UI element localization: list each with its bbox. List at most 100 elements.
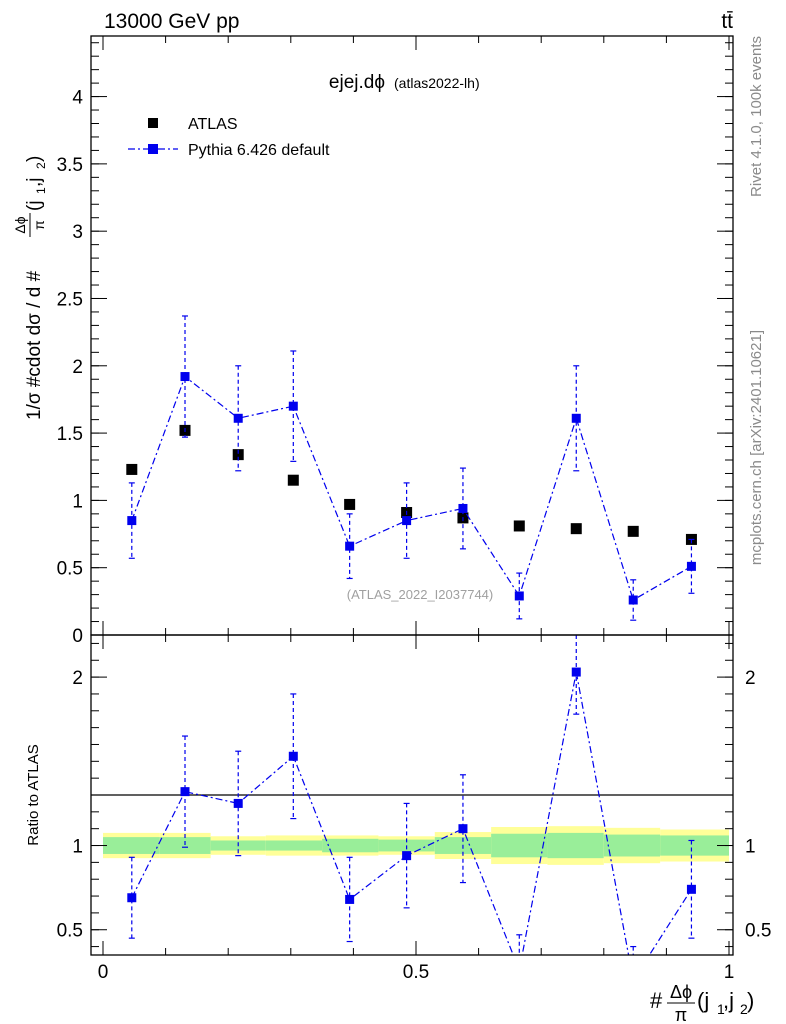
atlas-point [287, 474, 299, 486]
chart-title: ejej.dϕ [329, 72, 385, 93]
atlas-point [627, 525, 639, 537]
legend: ATLAS Pythia 6.426 default [128, 116, 330, 159]
band-green [547, 832, 604, 859]
pythia-point [180, 372, 190, 382]
xlabel-paren: (j [697, 988, 709, 1013]
pythia-ratio-point [402, 851, 412, 861]
band-green [159, 837, 211, 854]
pythia-ratio-point [686, 884, 696, 894]
ylabel-comma: ,j [24, 178, 45, 188]
y-tick-label: 1.5 [57, 424, 83, 445]
band-green [660, 835, 729, 856]
ratio-frame [90, 634, 734, 956]
legend-marker-pythia [148, 144, 158, 154]
atlas-point [232, 449, 244, 461]
mcplots-label: mcplots.cern.ch [arXiv:2401.10621] [748, 330, 765, 565]
pythia-ratio-point [458, 824, 468, 834]
rivet-label: Rivet 4.1.0, 100k events [748, 36, 765, 197]
ratio-tick-label-right: 0.5 [745, 921, 771, 942]
pythia-ratio-point [345, 894, 355, 904]
y-tick-label: 2.5 [57, 289, 83, 310]
pythia-point [686, 561, 696, 571]
legend-marker-atlas [148, 118, 158, 128]
legend-label-pythia: Pythia 6.426 default [188, 142, 330, 159]
xlabel-sub2: 2 [740, 1001, 748, 1017]
pythia-ratio-point [127, 893, 137, 903]
ratio-tick-label-left: 1 [72, 837, 83, 858]
xlabel-hash: # [650, 988, 663, 1013]
main-panel: 0 0.5 1 1.5 2 2.5 3 3.5 4 (ATLAS_2022_I2037744) [57, 35, 734, 647]
ratio-tick-label-right: 2 [745, 668, 756, 689]
pythia-point [345, 541, 355, 551]
xlabel-sub1: 1 [717, 1001, 725, 1017]
band-green [491, 833, 548, 858]
pythia-ratio-line [131, 671, 692, 955]
atlas-point [513, 520, 525, 532]
atlas-point [570, 523, 582, 535]
y-tick-label: 0.5 [57, 559, 83, 580]
legend-label-atlas: ATLAS [188, 116, 238, 133]
pythia-point [402, 516, 412, 526]
pythia-point [233, 413, 243, 423]
analysis-watermark: (ATLAS_2022_I2037744) [347, 587, 493, 602]
pythia-ratio-point [180, 787, 190, 797]
xlabel-comma: ,j [723, 988, 734, 1013]
ylabel-sub1: 1 [34, 187, 48, 194]
main-y-label: 1/σ #cdot dσ / d # Δϕ π (j 1 ,j 2 ) [12, 156, 48, 420]
band-green [322, 838, 379, 853]
pythia-point [628, 595, 638, 605]
pythia-line [131, 375, 692, 601]
ylabel-sub2: 2 [34, 162, 48, 169]
atlas-point [126, 463, 138, 475]
y-tick-label: 1 [72, 491, 83, 512]
band-green [103, 837, 160, 854]
ratio-tick-label-left: 2 [72, 668, 83, 689]
ratio-panel: 0.5 0.51 12 2 0 0.5 1 [57, 634, 771, 985]
y-tick-label: 4 [72, 88, 83, 109]
ratio-series-clipped [127, 635, 696, 985]
pythia-point [571, 413, 581, 423]
chart-title-note: (atlas2022-lh) [394, 75, 480, 91]
ylabel-main: 1/σ #cdot dσ / d # [24, 270, 45, 420]
x-tick-label: 0.5 [403, 962, 429, 983]
xlabel-den: π [675, 1005, 687, 1024]
x-axis-label: # Δϕ π (j 1 ,j 2 ) [650, 982, 754, 1024]
ratio-y-label: Ratio to ATLAS [25, 744, 42, 845]
pythia-ratio-point [288, 751, 298, 761]
ratio-x-axis: 0 0.5 1 [98, 635, 735, 983]
ratio-series [127, 635, 696, 985]
xlabel-num: Δϕ [670, 982, 692, 1002]
pythia-ratio-point [571, 667, 581, 677]
ylabel-den: π [31, 220, 47, 230]
uncertainty-bands [103, 826, 729, 865]
ratio-tick-label-right: 1 [745, 837, 756, 858]
band-green [603, 834, 661, 857]
pythia-point [514, 591, 524, 601]
y-tick-label: 3.5 [57, 155, 83, 176]
ylabel-num: Δϕ [12, 216, 28, 233]
x-tick-label: 0 [98, 962, 109, 983]
pythia-point [127, 516, 137, 526]
pythia-ratio-point [233, 798, 243, 808]
pythia-ratio-point [629, 976, 638, 985]
xlabel-close: ) [747, 988, 754, 1013]
pythia-point [288, 401, 298, 411]
main-series [126, 315, 697, 621]
x-tick-label: 1 [724, 962, 735, 983]
energy-label: 13000 GeV pp [104, 10, 239, 33]
ratio-tick-label-left: 0.5 [57, 921, 83, 942]
ratio-y-axis: 0.5 0.5 1 1 2 2 [57, 642, 771, 948]
band-green [265, 840, 323, 851]
main-x-axis [102, 36, 730, 635]
ylabel-close: ) [24, 156, 45, 162]
ylabel-paren: (j [24, 200, 45, 211]
y-tick-label: 2 [72, 357, 83, 378]
y-tick-label: 3 [72, 222, 83, 243]
y-tick-label: 0 [72, 626, 83, 647]
pythia-ratio-point [515, 966, 524, 975]
atlas-point [344, 498, 356, 510]
main-y-axis: 0 0.5 1 1.5 2 2.5 3 3.5 4 [57, 42, 733, 647]
process-label: tt̄ [721, 10, 733, 33]
pythia-point [458, 503, 468, 513]
